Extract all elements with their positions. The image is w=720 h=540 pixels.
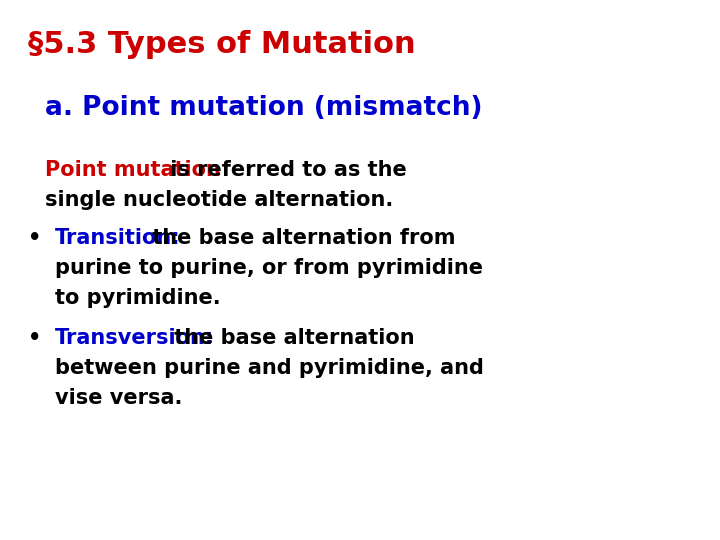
Text: •: • — [28, 328, 41, 348]
Text: is referred to as the: is referred to as the — [163, 160, 407, 180]
Text: a. Point mutation (mismatch): a. Point mutation (mismatch) — [45, 95, 482, 121]
Text: §5.3 Types of Mutation: §5.3 Types of Mutation — [28, 30, 415, 59]
Text: purine to purine, or from pyrimidine: purine to purine, or from pyrimidine — [55, 258, 483, 278]
Text: •: • — [28, 228, 41, 248]
Text: to pyrimidine.: to pyrimidine. — [55, 288, 220, 308]
Text: single nucleotide alternation.: single nucleotide alternation. — [45, 190, 393, 210]
Text: between purine and pyrimidine, and: between purine and pyrimidine, and — [55, 358, 484, 378]
Text: Transition:: Transition: — [55, 228, 181, 248]
Text: the base alternation from: the base alternation from — [145, 228, 456, 248]
Text: Point mutation: Point mutation — [45, 160, 221, 180]
Text: the base alternation: the base alternation — [167, 328, 415, 348]
Text: vise versa.: vise versa. — [55, 388, 182, 408]
Text: Transversion:: Transversion: — [55, 328, 215, 348]
